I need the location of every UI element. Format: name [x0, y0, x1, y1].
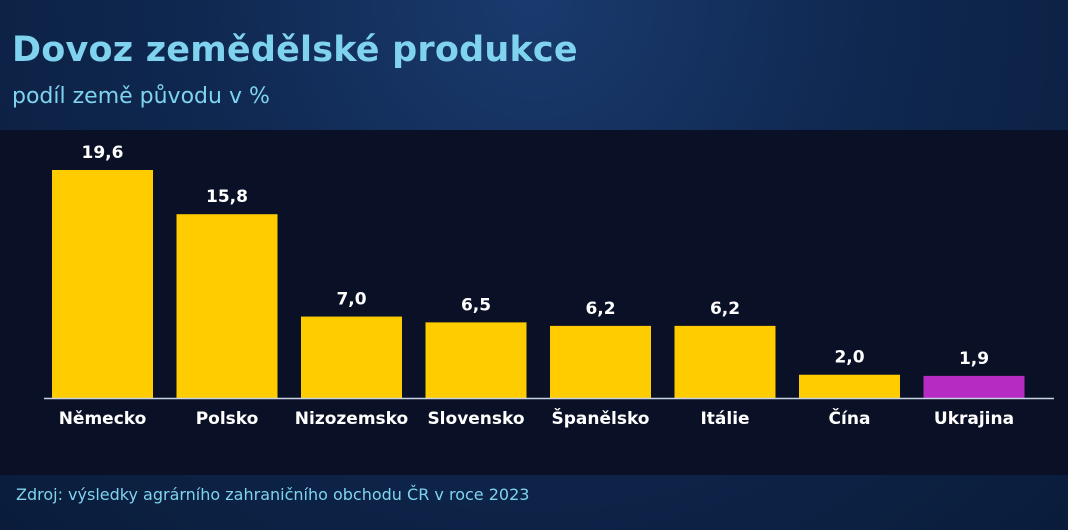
value-label-slovensko: 6,5: [461, 295, 491, 315]
bar-nizozemsko: [301, 316, 402, 398]
bar-italie: [674, 325, 776, 398]
bar-spanelsko: [550, 325, 651, 398]
category-label-slovensko: Slovensko: [427, 409, 524, 429]
bar-chart: 19,6 Německo 15,8 Polsko 7,0 Nizozemsko 6,5 Slo…: [44, 143, 1054, 429]
value-label-spanelsko: 6,2: [585, 299, 615, 319]
value-label-ukrajina: 1,9: [959, 349, 989, 369]
category-label-ukrajina: Ukrajina: [934, 409, 1014, 429]
category-label-cina: Čína: [829, 407, 871, 429]
category-label-italie: Itálie: [700, 409, 749, 429]
source-note: Zdroj: výsledky agrárního zahraničního o…: [16, 485, 530, 504]
chart-subtitle: podíl země původu v %: [12, 84, 270, 109]
bar-nemecko: [52, 170, 153, 398]
bar-polsko: [176, 214, 278, 398]
category-label-nemecko: Německo: [59, 409, 147, 429]
bar-cina: [799, 374, 900, 398]
category-label-polsko: Polsko: [196, 409, 259, 429]
value-label-cina: 2,0: [834, 348, 864, 368]
value-label-italie: 6,2: [710, 299, 740, 319]
bar-slovensko: [425, 322, 527, 398]
value-label-nizozemsko: 7,0: [336, 290, 366, 310]
bar-ukrajina: [923, 375, 1025, 398]
category-label-spanelsko: Španělsko: [552, 407, 650, 429]
category-label-nizozemsko: Nizozemsko: [295, 409, 408, 429]
chart-title: Dovoz zemědělské produkce: [12, 30, 578, 70]
value-label-nemecko: 19,6: [82, 143, 124, 163]
value-label-polsko: 15,8: [206, 187, 248, 207]
